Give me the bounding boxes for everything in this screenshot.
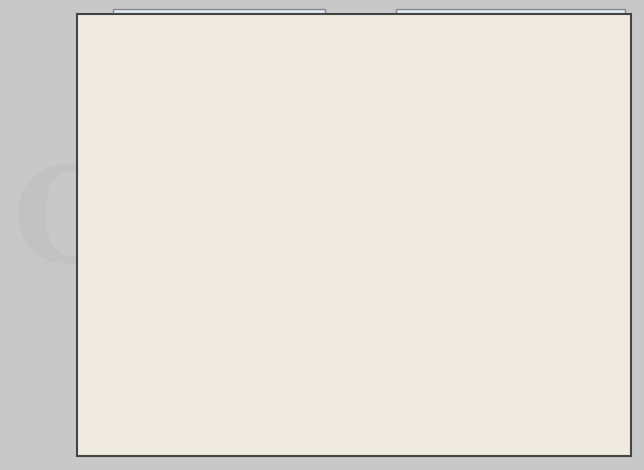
Text: Right-arm
systolic pressure: Right-arm systolic pressure [141,246,213,266]
Text: Higher right-ankle pressure: Higher right-ankle pressure [194,21,295,27]
FancyBboxPatch shape [113,9,325,122]
Text: Higher arm pressure: Higher arm pressure [207,40,283,47]
Text: > 1.30: > 1.30 [404,32,429,38]
Text: Severe peripheral arterial
disease: Severe peripheral arterial disease [457,100,552,113]
Ellipse shape [336,403,385,429]
FancyBboxPatch shape [339,356,383,379]
FancyBboxPatch shape [266,356,306,397]
FancyBboxPatch shape [396,9,625,122]
Ellipse shape [293,45,351,92]
Text: DP: DP [279,358,292,368]
Ellipse shape [300,118,348,155]
Polygon shape [336,315,377,397]
Text: Right-ankle
systolic pressure: Right-ankle systolic pressure [122,397,194,416]
Text: 0.91–1.30: 0.91–1.30 [404,55,440,61]
Text: Left-arm
systolic pressure: Left-arm systolic pressure [437,246,509,266]
FancyBboxPatch shape [372,152,428,180]
Text: 0.41–0.90: 0.41–0.90 [404,77,440,83]
FancyBboxPatch shape [263,363,303,372]
Text: PT: PT [281,378,291,388]
Polygon shape [198,169,231,221]
Text: PT: PT [353,378,363,388]
Text: Right ABI: Right ABI [125,29,169,39]
Ellipse shape [259,403,308,429]
FancyBboxPatch shape [261,88,383,219]
FancyBboxPatch shape [341,363,381,372]
Text: Normal: Normal [457,55,484,61]
Ellipse shape [263,208,381,239]
Polygon shape [218,101,267,169]
Text: CS: CS [13,161,213,290]
Text: Left-ankle
systolic pressure: Left-ankle systolic pressure [457,397,529,416]
FancyBboxPatch shape [375,160,425,170]
Polygon shape [332,214,377,317]
Text: Higher left-ankle pressure: Higher left-ankle pressure [197,71,292,77]
FancyBboxPatch shape [216,152,272,180]
FancyBboxPatch shape [261,356,305,379]
Polygon shape [267,315,308,397]
Text: Left ABI: Left ABI [129,79,166,88]
Polygon shape [267,214,312,317]
FancyBboxPatch shape [338,356,378,397]
Text: Interpretation of ABI: Interpretation of ABI [457,17,564,26]
Ellipse shape [303,130,328,152]
FancyBboxPatch shape [311,85,333,95]
Text: DP: DP [352,358,365,368]
Text: 0.00–0.40: 0.00–0.40 [404,100,440,106]
Polygon shape [377,101,426,169]
Text: Noncompressible: Noncompressible [457,32,520,38]
Polygon shape [413,169,446,221]
FancyBboxPatch shape [219,160,269,170]
Text: Mild-to-moderate peripheral
arterial disease: Mild-to-moderate peripheral arterial dis… [457,77,561,90]
Text: Higher arm pressure: Higher arm pressure [207,90,283,96]
